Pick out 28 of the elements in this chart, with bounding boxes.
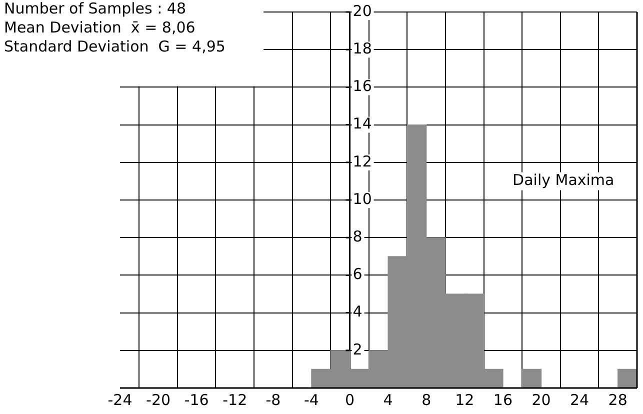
x-tick-label: -20 [146,390,171,409]
text: Daily Maxima [512,171,614,190]
x-tick-label: 12 [455,390,474,409]
x-tick-label: 28 [608,390,628,409]
x-tick-label: 4 [383,390,393,409]
y-tick-label: 2 [352,340,362,358]
x-tick-label: -8 [266,390,281,409]
x-tick-label: 0 [345,390,355,409]
annotation: Number of Samples : 48 [4,0,186,18]
x-tick-label: 24 [570,390,590,409]
x-tick-label: -24 [108,390,132,409]
x-tick-label: 8 [422,390,432,409]
x-tick-label: 20 [532,390,551,409]
x-tick-label: -12 [222,390,248,409]
y-tick-label: 20 [352,2,372,20]
x-tick-label: -16 [184,390,209,409]
y-tick-label: 10 [352,190,372,208]
annotation: Standard Deviation G = 4,95 [4,37,226,56]
y-tick-label: 12 [352,152,372,170]
y-tick-label: 6 [352,265,362,284]
x-tick-label: -4 [304,390,319,409]
y-tick-label: 18 [352,39,372,58]
x-tick-label: 16 [493,390,513,409]
y-tick-label: 16 [352,77,372,96]
y-tick-label: 14 [352,114,372,133]
y-tick-label: 4 [352,302,362,321]
annotation: Mean Deviation x̄ = 8,06 [4,18,196,36]
y-tick-label: 8 [352,227,362,246]
